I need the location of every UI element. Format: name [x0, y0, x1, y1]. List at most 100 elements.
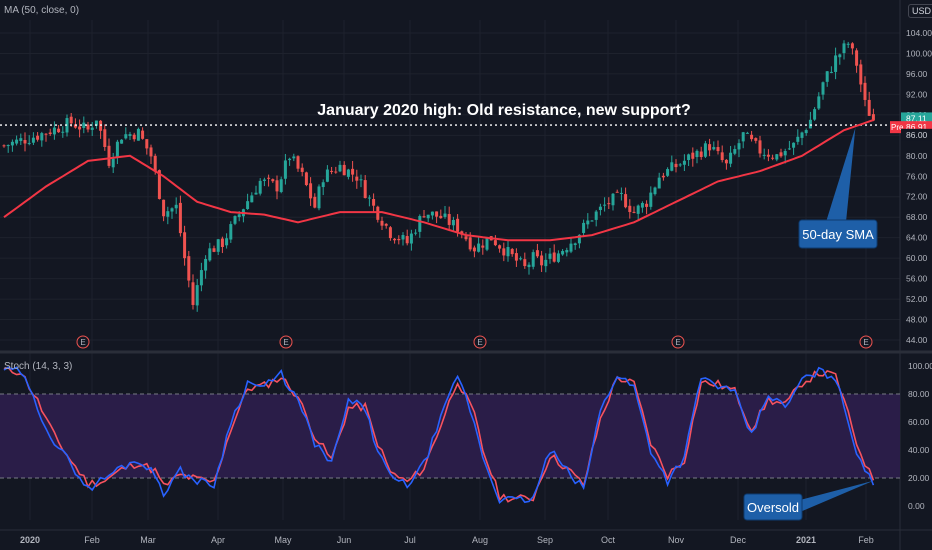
candle: [325, 169, 329, 182]
candle: [699, 151, 703, 158]
candle: [288, 158, 292, 161]
candle: [292, 156, 296, 159]
candle: [750, 134, 754, 140]
candle: [464, 236, 468, 240]
earnings-marker: [671, 335, 685, 349]
earnings-marker: [76, 335, 90, 349]
current-price-value: 87.11: [906, 113, 927, 123]
candle: [813, 109, 817, 120]
candle: [607, 203, 611, 205]
currency-badge[interactable]: USD: [908, 4, 932, 18]
time-tick-label: Aug: [472, 535, 488, 545]
candle: [187, 256, 191, 281]
candle: [527, 264, 531, 268]
price-tick-label: 44.00: [906, 335, 928, 345]
candle: [653, 187, 657, 195]
candle: [506, 247, 510, 257]
candle: [598, 206, 602, 211]
candle: [36, 135, 40, 140]
candle: [124, 134, 128, 139]
candle: [90, 127, 94, 130]
candle: [199, 270, 203, 286]
candle: [414, 232, 418, 234]
candle: [800, 132, 804, 138]
candle: [27, 142, 31, 144]
candle: [754, 138, 758, 141]
earnings-marker-label: E: [863, 338, 868, 347]
candle: [262, 179, 266, 181]
candle: [132, 134, 136, 140]
candle: [472, 247, 476, 252]
price-tick-label: 92.00: [906, 89, 928, 99]
candle: [573, 243, 577, 246]
candle: [342, 164, 346, 176]
price-tick-label: 64.00: [906, 233, 928, 243]
earnings-marker-label: E: [283, 338, 288, 347]
price-tick-label: 56.00: [906, 274, 928, 284]
candle: [267, 177, 271, 179]
candle: [657, 177, 661, 189]
candle: [208, 248, 212, 261]
stoch-tick-label: 100.00: [908, 361, 932, 371]
candle: [678, 164, 682, 166]
candle: [745, 132, 749, 134]
candle: [19, 138, 23, 142]
price-tick-label: 48.00: [906, 315, 928, 325]
candle: [632, 211, 636, 213]
candle: [430, 211, 434, 216]
candle: [174, 204, 178, 209]
candle: [758, 140, 762, 154]
resistance-badge: [901, 128, 932, 141]
candle: [741, 132, 745, 142]
candle: [157, 170, 161, 199]
stoch-tick-label: 60.00: [908, 417, 930, 427]
sma-prefix: Pre: [891, 123, 904, 132]
candle: [120, 139, 124, 144]
candle: [766, 154, 770, 157]
price-tick-label: 52.00: [906, 294, 928, 304]
sma-callout-box: [798, 219, 878, 249]
candle: [40, 133, 44, 141]
sma-value: 86.91: [906, 122, 928, 132]
candle: [871, 114, 875, 121]
candle: [733, 149, 737, 154]
candle: [166, 211, 170, 217]
candle: [531, 252, 535, 267]
time-tick-label: Feb: [858, 535, 874, 545]
price-tick-label: 104.00: [906, 28, 932, 38]
candle: [842, 43, 846, 54]
candle: [162, 199, 166, 217]
stoch-indicator-label[interactable]: Stoch (14, 3, 3): [4, 361, 73, 372]
candle: [103, 129, 107, 148]
candle: [2, 145, 6, 147]
candle: [115, 141, 119, 158]
candle: [582, 222, 586, 233]
oversold-callout-label: Oversold: [747, 500, 799, 515]
candle: [397, 238, 401, 241]
candle: [212, 248, 216, 252]
candle: [237, 214, 241, 218]
candle: [825, 71, 829, 82]
candle: [367, 197, 371, 199]
ma-indicator-label[interactable]: MA (50, close, 0): [4, 5, 80, 16]
oversold-callout-pointer: [800, 480, 874, 512]
candle: [548, 253, 552, 259]
candle: [569, 243, 573, 252]
earnings-marker: [279, 335, 293, 349]
candle: [23, 140, 27, 144]
earnings-marker-label: E: [477, 338, 482, 347]
candle: [78, 126, 82, 130]
candle: [145, 139, 149, 149]
candle: [271, 179, 275, 182]
time-tick-label: Mar: [140, 535, 156, 545]
candle: [443, 213, 447, 217]
candle: [804, 130, 808, 134]
candle: [649, 192, 653, 207]
candle: [82, 122, 86, 128]
candle: [829, 71, 833, 73]
candle: [771, 157, 775, 159]
candle: [321, 182, 325, 188]
candle: [712, 147, 716, 150]
candle: [703, 143, 707, 157]
